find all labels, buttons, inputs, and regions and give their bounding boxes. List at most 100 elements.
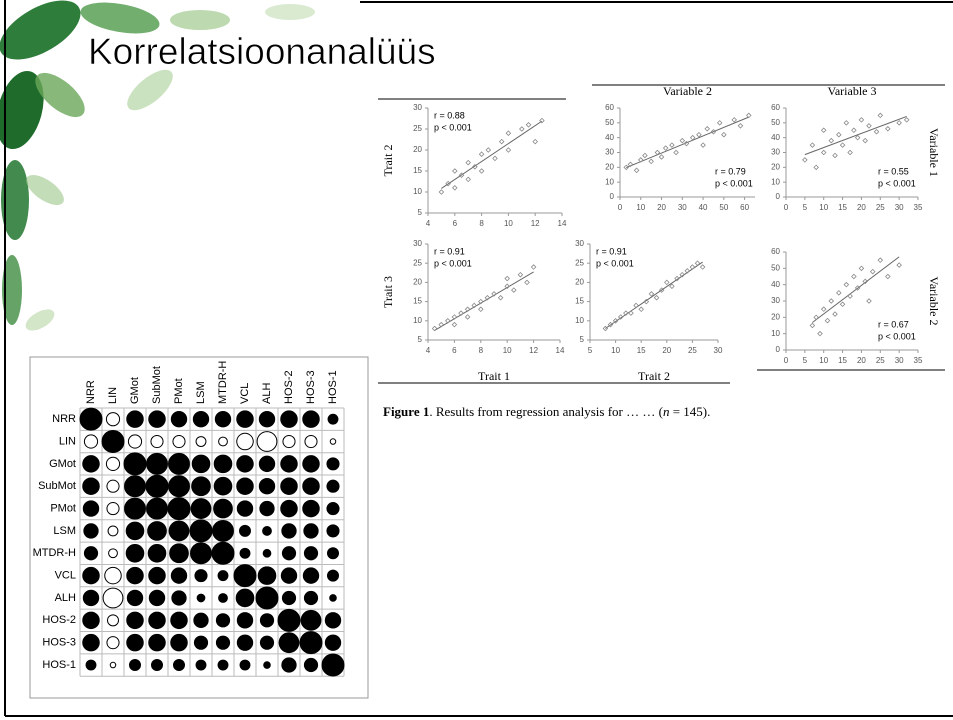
point [519,126,525,132]
point [654,149,661,156]
x-tick-label: 6 [453,219,458,228]
correlation-circle [258,478,276,495]
point [737,123,744,129]
point [525,122,532,128]
correlation-circle [147,543,167,563]
correlation-circle [148,633,166,652]
correlation-circle [256,431,278,452]
correlation-circle [215,613,231,628]
x-tick-label: 25 [876,203,885,212]
y-tick-label: 20 [413,145,422,154]
point [679,137,686,144]
correlation-circle [218,593,228,603]
correlation-circle [326,524,340,538]
column-label: LSM [195,381,207,404]
correlation-circle [303,546,319,561]
point [885,273,891,280]
y-tick-label: 30 [413,103,422,112]
point [505,130,512,136]
point [832,152,838,159]
point [464,314,471,320]
annotation: p < 0.001 [434,258,472,268]
correlation-circle [150,434,164,449]
x-tick-label: 10 [819,356,828,365]
point [638,157,644,163]
caption-text: . Results from regression analysis for …… [429,404,663,419]
y-tick-label: 10 [413,187,422,196]
point [721,131,727,138]
caption-rest: = 145). [669,404,710,419]
correlation-circle [172,434,186,449]
y-tick-label: 30 [771,148,780,157]
point [854,285,861,291]
y-tick-label: 0 [610,192,615,201]
correlation-circle [324,612,342,629]
y-tick-label: 10 [575,316,584,325]
row-label: NRR [52,413,76,425]
correlation-circle [258,410,276,428]
x-tick-label: 15 [838,203,847,212]
correlation-circle [262,548,272,558]
column-label: ALH [261,383,273,404]
correlation-circle [127,434,143,449]
annotation: p < 0.001 [596,258,634,268]
correlation-circle [193,612,209,628]
correlation-circle [123,452,147,476]
y-tick-label: 10 [771,329,780,338]
correlation-circle [236,612,254,629]
point [524,279,530,286]
correlation-circle [239,524,251,537]
y-tick-label: 30 [605,148,614,157]
point [699,264,706,270]
point [809,322,816,329]
correlation-circle [129,659,141,672]
annotation: r = 0.91 [434,246,465,256]
x-tick-label: 40 [699,203,708,212]
point [431,325,438,332]
x-tick-label: 4 [426,346,431,355]
point [683,140,690,147]
point [511,287,517,293]
correlation-circle [126,589,144,607]
y-tick-label: 20 [771,162,780,171]
y-tick-label: 40 [771,280,780,289]
y-tick-label: 20 [771,312,780,321]
point [836,131,842,138]
y-tick-label: 0 [776,192,781,201]
correlation-circle [299,631,323,655]
correlation-circle [193,635,209,650]
correlation-circle [324,634,342,651]
point [896,120,902,126]
correlation-circle [259,500,275,517]
point [612,318,619,324]
point [817,330,823,337]
point [445,318,451,324]
y-tick-label: 50 [771,118,780,127]
correlation-circle [146,497,168,520]
slide-title: Korrelatsioonanalüüs [88,31,436,72]
correlation-circle [280,499,298,518]
correlation-circle [213,476,233,496]
point [438,321,444,328]
correlation-circle [217,659,229,671]
correlation-circle [192,410,210,428]
point [858,265,865,272]
correlation-circle [126,633,144,652]
point [862,137,868,144]
correlation-circle [107,525,119,537]
correlation-circle [148,589,166,607]
point [451,321,458,328]
point [843,120,850,126]
correlation-circle [278,632,300,654]
correlation-circle [148,566,166,585]
correlation-circle [233,564,257,588]
point [539,117,545,124]
point [648,158,654,165]
correlation-circle [300,609,322,631]
point [627,161,634,168]
correlation-circle [281,590,297,606]
point [820,306,827,312]
annotation: p < 0.001 [715,178,753,188]
annotation: p < 0.001 [878,178,916,188]
